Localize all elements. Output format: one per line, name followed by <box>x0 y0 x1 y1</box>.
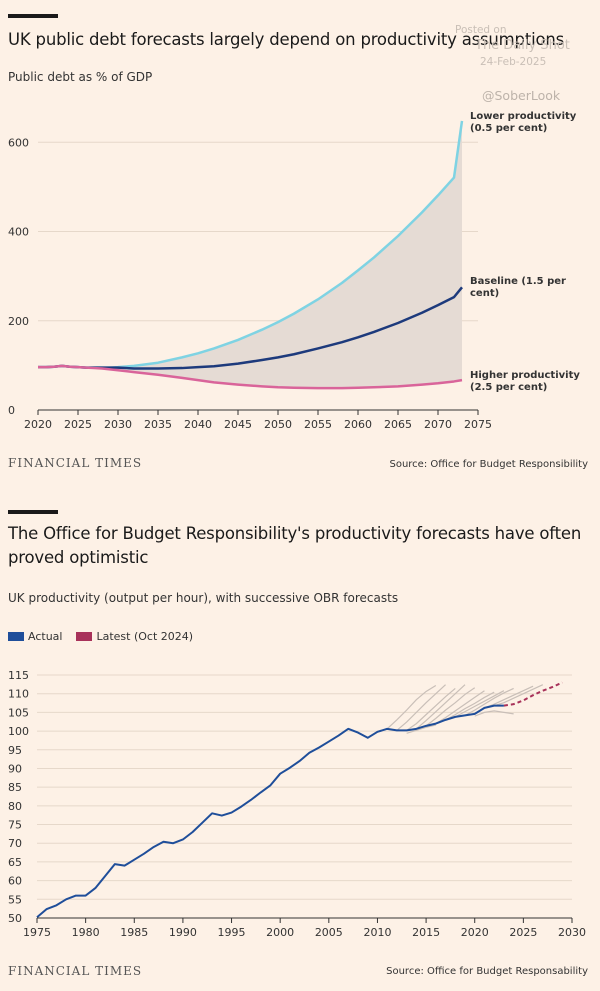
ft-logo: FINANCIAL TIMES <box>8 964 143 978</box>
forecast-line-2 <box>406 687 456 731</box>
productivity-chart: 50 55 60 65 70 75 80 85 90 95 100 105 110 115 1975 1980… <box>8 669 586 939</box>
x-tick-label-2025: 2025 <box>509 926 537 939</box>
series-annotation-2-0: Higher productivity <box>470 370 580 381</box>
chart2-source: Source: Office for Budget Responsability <box>386 966 588 977</box>
ft-logo: FINANCIAL TIMES <box>8 456 143 470</box>
y-tick-label-50: 50 <box>8 912 22 925</box>
y-tick-label-200: 200 <box>8 315 29 328</box>
forecast-line-12 <box>474 710 514 717</box>
watermark: Posted on The Daily Shot 24-Feb-2025 <box>455 22 595 70</box>
y-tick-label-60: 60 <box>8 875 22 888</box>
x-tick-label-2020: 2020 <box>461 926 489 939</box>
x-tick-label-2005: 2005 <box>315 926 343 939</box>
x-tick-label-2050: 2050 <box>264 418 292 431</box>
y-tick-label-70: 70 <box>8 837 22 850</box>
y-tick-label-600: 600 <box>8 136 29 149</box>
productivity-chart-panel: The Office for Budget Responsibility's p… <box>0 490 600 991</box>
chart1-title: UK public debt forecasts largely depend … <box>8 30 565 49</box>
forecast-line-11 <box>406 724 436 734</box>
y-tick-label-0: 0 <box>8 404 15 417</box>
legend-label-latest: Latest (Oct 2024) <box>96 630 194 643</box>
x-tick-label-1980: 1980 <box>72 926 100 939</box>
forecast-line-6 <box>445 691 495 721</box>
x-tick-label-2000: 2000 <box>266 926 294 939</box>
legend-item-actual: Actual <box>8 630 62 643</box>
x-tick-label-1990: 1990 <box>169 926 197 939</box>
series-annotation-1-0: Baseline (1.5 per <box>470 276 566 287</box>
title-accent-bar <box>8 14 58 18</box>
debt-chart-panel: UK public debt forecasts largely depend … <box>0 0 600 490</box>
forecast-line-7 <box>454 690 505 718</box>
uncertainty-band <box>38 120 462 389</box>
x-tick-label-2055: 2055 <box>304 418 332 431</box>
y-tick-label-80: 80 <box>8 800 22 813</box>
x-tick-label-1975: 1975 <box>23 926 51 939</box>
x-tick-label-2045: 2045 <box>224 418 252 431</box>
legend-item-latest: Latest (Oct 2024) <box>76 630 193 643</box>
x-tick-label-1995: 1995 <box>218 926 246 939</box>
series-annotation-2-1: (2.5 per cent) <box>470 382 547 393</box>
forecast-line-8 <box>464 687 514 716</box>
chart1-source: Source: Office for Budget Responsibility <box>389 459 588 470</box>
forecast-line-5 <box>435 690 485 725</box>
x-tick-label-2030: 2030 <box>558 926 586 939</box>
series-line-2 <box>38 364 463 390</box>
y-tick-label-55: 55 <box>8 893 22 906</box>
y-tick-label-85: 85 <box>8 781 22 794</box>
series-annotation-0-0: Lower productivity <box>470 111 577 122</box>
legend-label-actual: Actual <box>28 630 63 643</box>
y-tick-label-100: 100 <box>8 725 29 738</box>
series-annotation-1-1: cent) <box>470 288 499 299</box>
forecast-line-3 <box>415 684 466 730</box>
x-tick-label-2070: 2070 <box>424 418 452 431</box>
legend-swatch-actual <box>8 632 24 641</box>
forecast-line-4 <box>425 687 476 727</box>
forecast-line-1 <box>396 684 446 731</box>
x-tick-label-2015: 2015 <box>412 926 440 939</box>
y-tick-label-75: 75 <box>8 819 22 832</box>
x-tick-label-2010: 2010 <box>363 926 391 939</box>
watermark-date: 24-Feb-2025 <box>480 56 547 68</box>
x-tick-label-2030: 2030 <box>104 418 132 431</box>
x-tick-label-2065: 2065 <box>384 418 412 431</box>
legend-swatch-latest <box>76 632 93 641</box>
watermark-posted: Posted on <box>455 24 507 36</box>
title-accent-bar <box>8 510 58 514</box>
forecast-line-9 <box>484 685 534 709</box>
x-tick-label-2020: 2020 <box>24 418 52 431</box>
series-annotation-0-1: (0.5 per cent) <box>470 123 547 134</box>
debt-chart: 0 200 400 600 2020 2025 2030 2035 2040 2045 2050 20… <box>8 111 580 431</box>
series-line-1 <box>503 681 563 707</box>
x-tick-label-2060: 2060 <box>344 418 372 431</box>
chart2-legend: Actual Latest (Oct 2024) <box>8 630 193 643</box>
chart2-title: The Office for Budget Responsibility's p… <box>8 524 582 567</box>
x-tick-label-2025: 2025 <box>64 418 92 431</box>
y-tick-label-115: 115 <box>8 669 29 682</box>
watermark-source: The Daily Shot <box>475 38 570 53</box>
y-tick-label-95: 95 <box>8 744 22 757</box>
y-tick-label-400: 400 <box>8 226 29 239</box>
x-tick-label-2075: 2075 <box>464 418 492 431</box>
watermark-handle: @SoberLook <box>482 88 561 103</box>
chart1-subtitle: Public debt as % of GDP <box>8 70 153 84</box>
forecast-line-0 <box>386 684 437 730</box>
y-tick-label-90: 90 <box>8 762 22 775</box>
chart2-subtitle: UK productivity (output per hour), with … <box>8 591 399 605</box>
forecast-line-10 <box>494 684 544 707</box>
x-tick-label-2040: 2040 <box>184 418 212 431</box>
y-tick-label-65: 65 <box>8 856 22 869</box>
x-tick-label-2035: 2035 <box>144 418 172 431</box>
y-tick-label-110: 110 <box>8 688 29 701</box>
x-tick-label-1985: 1985 <box>120 926 148 939</box>
y-tick-label-105: 105 <box>8 706 29 719</box>
series-line-0 <box>36 704 504 919</box>
